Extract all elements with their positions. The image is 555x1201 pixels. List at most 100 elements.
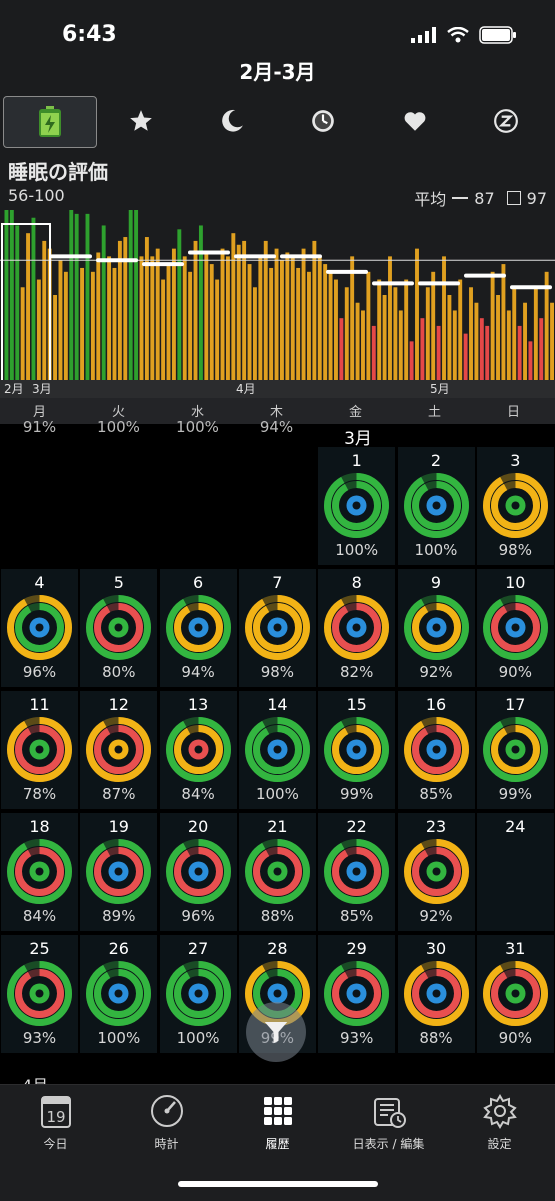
calendar-day[interactable]: 9 92% <box>397 569 475 687</box>
sleep-rings-icon <box>244 717 310 782</box>
calendar-day[interactable]: 16 85% <box>397 691 475 809</box>
chart-bar <box>474 302 479 380</box>
calendar-day[interactable]: 17 99% <box>476 691 554 809</box>
chart-bar <box>442 256 446 380</box>
calendar-day[interactable]: 13 84% <box>159 691 237 809</box>
day-score: 92% <box>419 663 453 681</box>
calendar-day[interactable]: 5 80% <box>80 569 158 687</box>
calendar-day[interactable]: 24 <box>476 813 554 931</box>
calendar-day[interactable]: 1 100% <box>318 447 396 565</box>
day-score: 89% <box>102 907 136 925</box>
legend-average-value: 87 <box>474 188 495 208</box>
sleep-rings-icon <box>244 839 310 904</box>
day-score: 98% <box>498 541 532 559</box>
nav-title: 2月-3月 <box>239 60 316 84</box>
day-score: 100% <box>335 541 379 559</box>
calendar-day[interactable]: 7 98% <box>238 569 316 687</box>
battery-icon <box>39 106 61 137</box>
calendar-day[interactable]: 4 96% <box>1 569 78 687</box>
day-number: 19 <box>108 817 129 836</box>
chart-bar <box>533 287 538 380</box>
calendar-day[interactable]: 21 88% <box>238 813 316 931</box>
chart-bar <box>528 341 533 380</box>
chart-bar <box>469 287 473 380</box>
week-average-mark <box>326 269 368 274</box>
tab-bar-item-4[interactable]: 日表示 / 編集 <box>333 1093 444 1152</box>
chart-bar <box>366 271 371 380</box>
calendar-day[interactable]: 12 87% <box>80 691 158 809</box>
chart-bar <box>90 271 95 380</box>
day-number: 15 <box>346 695 367 714</box>
sleep-rings-icon <box>86 839 152 904</box>
sleep-rings-icon <box>482 961 548 1026</box>
calendar-day[interactable]: 30 88% <box>397 935 475 1053</box>
calendar-day[interactable]: 8 82% <box>318 569 396 687</box>
day-number: 27 <box>187 939 209 958</box>
heart-icon <box>404 112 426 131</box>
tab-heart[interactable] <box>369 96 461 146</box>
calendar-day[interactable]: 29 93% <box>318 935 396 1053</box>
tab-bar-item-5[interactable]: 設定 <box>444 1093 555 1152</box>
tab-moon[interactable] <box>186 96 278 146</box>
tab-clock[interactable] <box>277 96 369 146</box>
tab-star[interactable] <box>95 96 187 146</box>
x-tick-label: 3月 <box>32 382 52 396</box>
chart-bar <box>139 256 144 380</box>
chart-bar <box>355 302 360 380</box>
chart-bar <box>193 240 198 380</box>
star-icon <box>130 110 152 131</box>
calendar-day[interactable]: 19 89% <box>80 813 158 931</box>
chart-bar <box>296 267 301 380</box>
calendar-day[interactable]: 27 100% <box>159 935 237 1053</box>
calendar-day[interactable]: 18 84% <box>1 813 78 931</box>
calendar-day[interactable]: 3 98% <box>476 447 554 565</box>
legend-average-label: 平均 <box>414 190 447 209</box>
tab-bar-item-3[interactable]: 履歴 <box>222 1093 333 1152</box>
day-number: 1 <box>351 451 362 470</box>
previous-week-score: 91% <box>22 418 57 436</box>
gear-icon <box>482 1094 517 1129</box>
grid-icon <box>263 1097 292 1125</box>
chart-bar <box>463 333 468 380</box>
calendar-day[interactable]: 23 92% <box>397 813 475 931</box>
calendar-day[interactable]: 2 100% <box>397 447 475 565</box>
chart-bar <box>334 279 338 380</box>
chart-bar <box>409 341 414 380</box>
chart-bar <box>496 295 500 380</box>
chart-bar <box>523 302 527 380</box>
calendar-day[interactable]: 6 94% <box>159 569 237 687</box>
tab-sleep-score[interactable] <box>3 96 97 148</box>
calendar-day[interactable]: 15 99% <box>318 691 396 809</box>
tab-bar-item-1[interactable]: 19 今日 <box>0 1093 111 1152</box>
day-number: 28 <box>267 939 288 958</box>
calendar-day[interactable]: 14 100% <box>238 691 316 809</box>
day-number: 21 <box>267 817 288 836</box>
chart-bar <box>215 279 220 380</box>
calendar-day[interactable]: 22 85% <box>318 813 396 931</box>
status-icons <box>411 26 517 44</box>
chart-bar <box>134 210 139 380</box>
calendar-day[interactable]: 25 93% <box>1 935 78 1053</box>
calendar-day[interactable]: 31 90% <box>476 935 554 1053</box>
filter-button[interactable] <box>246 1002 306 1062</box>
chart-bar <box>382 295 387 380</box>
tab-bar-item-2[interactable]: 時計 <box>111 1093 222 1152</box>
calendar-day[interactable]: 26 100% <box>80 935 158 1053</box>
range-label: 56-100 <box>8 186 65 205</box>
calendar-day[interactable]: 11 78% <box>1 691 78 809</box>
chart-bar <box>425 287 430 380</box>
chart-bar <box>490 271 495 380</box>
chart-bar <box>150 256 155 380</box>
previous-week-score: 100% <box>97 418 140 436</box>
sleep-score-chart[interactable]: 2月 3月 4月 5月 <box>0 205 555 398</box>
chart-bar <box>80 267 85 380</box>
calendar-day[interactable]: 20 96% <box>159 813 237 931</box>
chart-bar <box>458 279 463 380</box>
chart-bar <box>9 210 14 380</box>
max-box-icon <box>506 191 521 205</box>
chart-bar <box>225 256 230 380</box>
sleep-rings-icon <box>7 839 72 904</box>
chart-bar <box>123 237 128 380</box>
calendar-day[interactable]: 10 90% <box>476 569 554 687</box>
tab-snooze[interactable] <box>460 96 552 146</box>
